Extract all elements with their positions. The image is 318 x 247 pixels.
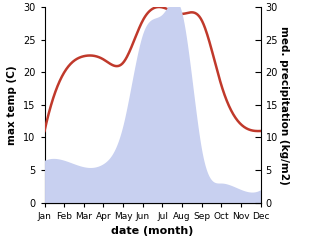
Y-axis label: med. precipitation (kg/m2): med. precipitation (kg/m2) <box>279 26 289 184</box>
X-axis label: date (month): date (month) <box>111 226 194 236</box>
Y-axis label: max temp (C): max temp (C) <box>7 65 17 145</box>
